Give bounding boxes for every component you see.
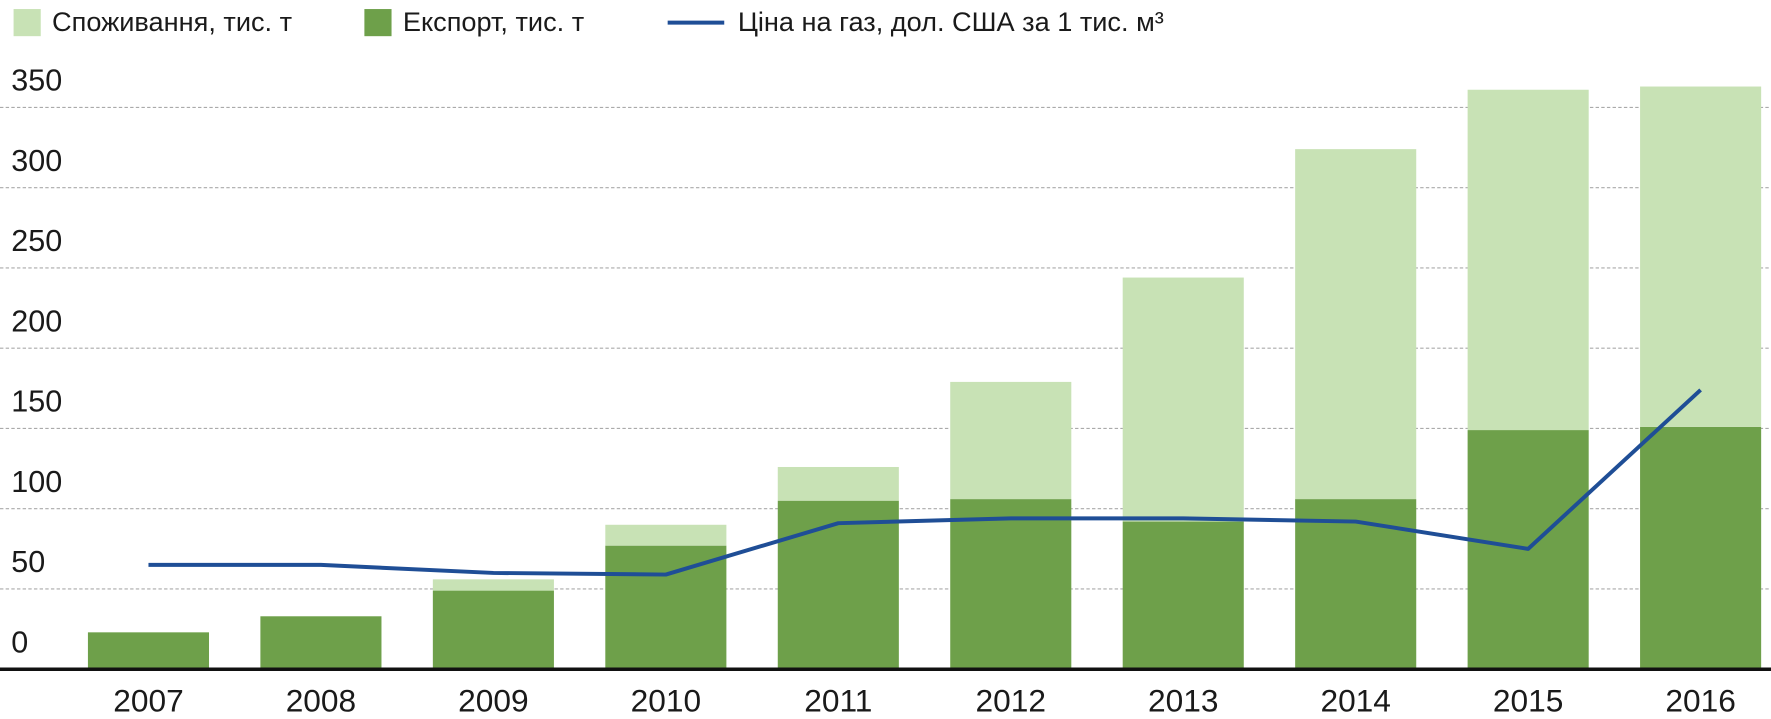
bar [1122, 277, 1244, 522]
x-tick-label: 2015 [1493, 683, 1563, 719]
y-tick-label: 300 [11, 144, 62, 178]
bar [605, 524, 727, 546]
x-tick-label: 2011 [804, 683, 872, 719]
bar [1640, 426, 1762, 670]
x-tick-label: 2009 [458, 683, 528, 719]
legend-label: Ціна на газ, дол. США за 1 тис. м³ [738, 6, 1164, 37]
bar [432, 590, 554, 670]
bar [1640, 86, 1762, 427]
line [148, 388, 1702, 577]
x-tick-label: 2012 [976, 683, 1046, 719]
x-tick-label: 2013 [1148, 683, 1218, 719]
legend-swatch [364, 9, 392, 37]
bar [260, 616, 382, 670]
legend-label: Експорт, тис. т [403, 6, 584, 37]
bar [950, 381, 1072, 500]
bar [1467, 89, 1589, 431]
y-tick-label: 250 [11, 224, 62, 258]
legend-swatch [13, 9, 41, 37]
bar [1295, 499, 1417, 670]
bar [777, 466, 899, 501]
legend: Споживання, тис. т Експорт, тис. т Ціна на… [13, 6, 1164, 37]
x-tick-label: 2007 [113, 683, 183, 719]
x-tick-label: 2016 [1665, 683, 1735, 719]
bar [1295, 149, 1417, 500]
y-tick-label: 200 [11, 304, 62, 338]
bar [950, 499, 1072, 670]
legend-label: Споживання, тис. т [52, 6, 292, 37]
bar [432, 579, 554, 591]
x-tick-label: 2014 [1320, 683, 1390, 719]
y-tick-label: 150 [11, 385, 62, 419]
bar [777, 500, 899, 670]
y-tick-label: 100 [11, 465, 62, 499]
x-tick-label: 2008 [286, 683, 356, 719]
x-tick-label: 2010 [631, 683, 701, 719]
y-tick-label: 50 [11, 545, 45, 579]
bar [1122, 521, 1244, 670]
bar [87, 632, 210, 670]
y-tick-label: 0 [11, 625, 28, 659]
y-tick-label: 350 [11, 64, 62, 98]
bar [605, 545, 727, 670]
